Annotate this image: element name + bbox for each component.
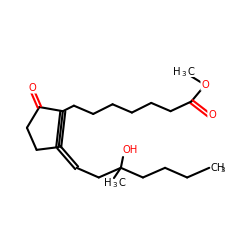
Text: C: C: [188, 67, 194, 77]
Text: 3: 3: [112, 182, 117, 188]
Text: CH: CH: [211, 162, 225, 172]
Text: O: O: [28, 83, 36, 93]
Text: OH: OH: [122, 146, 138, 156]
Text: H: H: [173, 67, 181, 77]
Text: 3: 3: [220, 167, 224, 173]
Text: H: H: [104, 178, 112, 188]
Text: 3: 3: [181, 71, 186, 77]
Text: C: C: [119, 178, 126, 188]
Text: O: O: [201, 80, 209, 90]
Text: O: O: [208, 110, 216, 120]
